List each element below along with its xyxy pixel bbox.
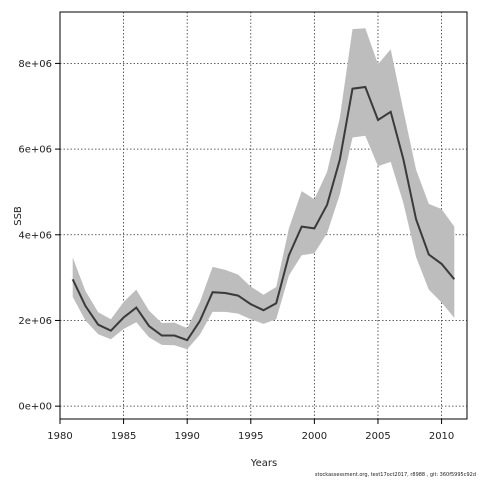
x-tick-label: 2010 [429,431,454,442]
footer-credit: stockassessment.org, test17oct2017, r898… [314,472,476,478]
grid [59,12,467,419]
y-tick-label: 2e+06 [18,316,52,327]
y-tick-label: 0e+00 [18,402,52,413]
x-axis-title: Years [250,458,277,469]
y-axis: 0e+00 2e+06 4e+06 6e+06 8e+06 [18,59,60,413]
y-tick-label: 8e+06 [18,59,52,70]
x-tick-label: 1990 [174,431,199,442]
y-axis-title: SSB [13,206,24,226]
y-tick-label: 4e+06 [18,230,52,241]
x-axis: 1980 1985 1990 1995 2000 2005 2010 [47,419,454,442]
confidence-band [72,28,455,350]
y-tick-label: 6e+06 [18,145,52,156]
plot-frame [59,11,468,420]
x-tick-label: 1995 [238,431,263,442]
x-tick-label: 1980 [47,431,72,442]
x-tick-label: 2000 [302,431,327,442]
x-tick-label: 1985 [111,431,136,442]
ssb-line [71,85,456,342]
x-tick-label: 2005 [365,431,390,442]
